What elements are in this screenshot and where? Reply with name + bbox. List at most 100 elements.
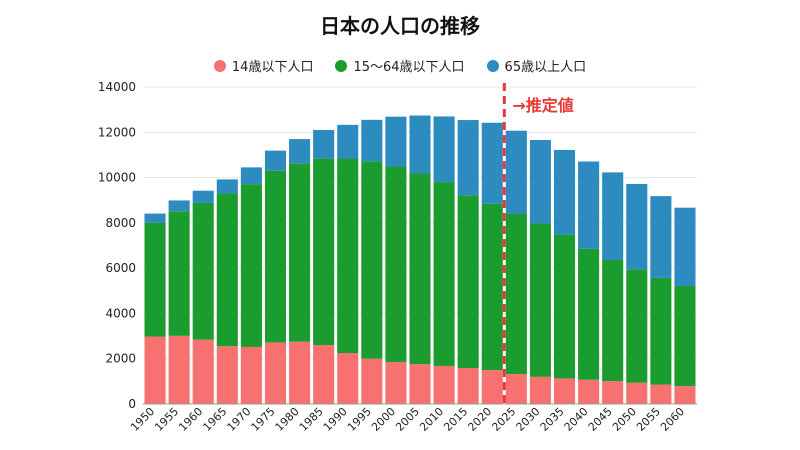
x-tick-label-2045: 2045: [586, 405, 615, 434]
bar-1965-series-2: [216, 179, 238, 194]
bar-2020-series-0: [481, 370, 503, 404]
bar-2030-series-1: [529, 223, 551, 377]
bar-2045-series-1: [602, 259, 624, 382]
bar-1980-series-1: [289, 163, 311, 342]
y-tick-label-4: 8000: [105, 216, 136, 230]
bar-1950-series-0: [144, 336, 166, 404]
bar-1970-series-1: [240, 184, 262, 347]
bar-2005-series-1: [409, 173, 431, 365]
bar-2005-series-0: [409, 364, 431, 404]
bar-1950-series-2: [144, 213, 166, 223]
legend-item-2: 65歳以上人口: [486, 56, 587, 75]
bar-2055-series-1: [650, 277, 672, 385]
bar-1955-series-2: [168, 200, 190, 212]
x-tick-label-1995: 1995: [345, 405, 374, 434]
bar-2035-series-0: [553, 378, 576, 404]
bar-2060-series-2: [674, 207, 696, 287]
bar-1970-series-0: [240, 346, 262, 404]
legend-label-2: 65歳以上人口: [504, 60, 587, 75]
bar-1990-series-2: [337, 124, 359, 159]
bar-2050-series-0: [626, 382, 648, 404]
y-tick-label-5: 10000: [98, 171, 136, 185]
bar-1975-series-2: [264, 150, 287, 171]
bar-2060-series-1: [674, 286, 696, 387]
forecast-annotation-label: →推定値: [512, 96, 573, 115]
bar-2020-series-2: [481, 122, 503, 204]
y-tick-label-1: 2000: [105, 352, 136, 366]
x-tick-label-2035: 2035: [538, 405, 567, 434]
bar-1960-series-1: [192, 202, 214, 340]
chart-title: 日本の人口の推移: [320, 14, 480, 38]
bar-1960-series-2: [192, 190, 214, 203]
x-tick-label-2060: 2060: [658, 405, 687, 434]
bar-1955-series-0: [168, 335, 190, 404]
bar-2035-series-1: [553, 234, 576, 379]
x-tick-label-2020: 2020: [465, 405, 494, 434]
bar-1975-series-1: [264, 170, 287, 343]
x-tick-label-1965: 1965: [200, 405, 229, 434]
bar-2050-series-1: [626, 269, 648, 383]
y-tick-label-6: 12000: [98, 125, 136, 139]
bar-1990-series-0: [337, 353, 359, 404]
bar-2000-series-2: [385, 116, 407, 167]
x-tick-label-2025: 2025: [489, 405, 518, 434]
x-tick-label-1955: 1955: [152, 405, 181, 434]
bar-2005-series-2: [409, 115, 431, 174]
bar-2035-series-2: [553, 149, 576, 235]
x-tick-label-1980: 1980: [273, 405, 302, 434]
bar-2015-series-1: [457, 195, 479, 368]
legend-dot-1: [335, 59, 348, 72]
y-tick-label-3: 6000: [105, 261, 136, 275]
bar-2010-series-2: [433, 116, 455, 183]
x-tick-label-1960: 1960: [176, 405, 205, 434]
bar-2040-series-2: [578, 161, 600, 249]
bar-2020-series-1: [481, 203, 503, 371]
x-tick-label-1970: 1970: [225, 405, 254, 434]
y-tick-label-0: 0: [128, 397, 136, 411]
x-tick-label-1975: 1975: [249, 405, 278, 434]
legend-label-1: 15〜64歳以下人口: [353, 60, 465, 75]
x-tick-label-2000: 2000: [369, 405, 398, 434]
x-tick-label-1990: 1990: [321, 405, 350, 434]
legend-item-0: 14歳以下人口: [213, 56, 314, 75]
bar-2010-series-1: [433, 182, 455, 366]
bar-1980-series-2: [289, 139, 311, 164]
bar-2045-series-2: [602, 172, 624, 260]
bar-1975-series-0: [264, 342, 287, 404]
bar-2025-series-0: [505, 374, 527, 404]
bar-2060-series-0: [674, 386, 696, 404]
x-tick-label-2040: 2040: [562, 405, 591, 434]
bar-2000-series-0: [385, 362, 407, 404]
bar-1985-series-1: [313, 158, 335, 346]
bar-1990-series-1: [337, 158, 359, 354]
chart-legend: 14歳以下人口 15〜64歳以下人口 65歳以上人口: [0, 56, 800, 75]
bar-1995-series-0: [361, 358, 383, 404]
bar-2015-series-0: [457, 367, 479, 404]
bar-2010-series-0: [433, 365, 455, 404]
x-tick-label-2030: 2030: [514, 405, 543, 434]
bar-2030-series-2: [529, 139, 551, 224]
bar-2015-series-2: [457, 120, 479, 196]
bar-1980-series-0: [289, 341, 311, 404]
bar-1995-series-1: [361, 161, 383, 359]
bar-2055-series-2: [650, 196, 672, 278]
y-tick-label-2: 4000: [105, 306, 136, 320]
bar-1960-series-0: [192, 339, 214, 404]
bar-1950-series-1: [144, 222, 166, 337]
x-tick-label-2050: 2050: [610, 405, 639, 434]
bar-2040-series-0: [578, 379, 600, 404]
bar-2000-series-1: [385, 166, 407, 363]
bar-1970-series-2: [240, 167, 262, 185]
legend-dot-2: [486, 59, 499, 72]
legend-label-0: 14歳以下人口: [231, 60, 314, 75]
x-tick-label-2010: 2010: [417, 405, 446, 434]
bar-2045-series-0: [602, 381, 624, 404]
bar-2040-series-1: [578, 248, 600, 380]
legend-item-1: 15〜64歳以下人口: [335, 56, 465, 75]
y-tick-label-7: 14000: [98, 80, 136, 94]
bar-2025-series-2: [505, 130, 527, 214]
bar-1965-series-1: [216, 193, 238, 347]
bar-2050-series-2: [626, 183, 648, 270]
